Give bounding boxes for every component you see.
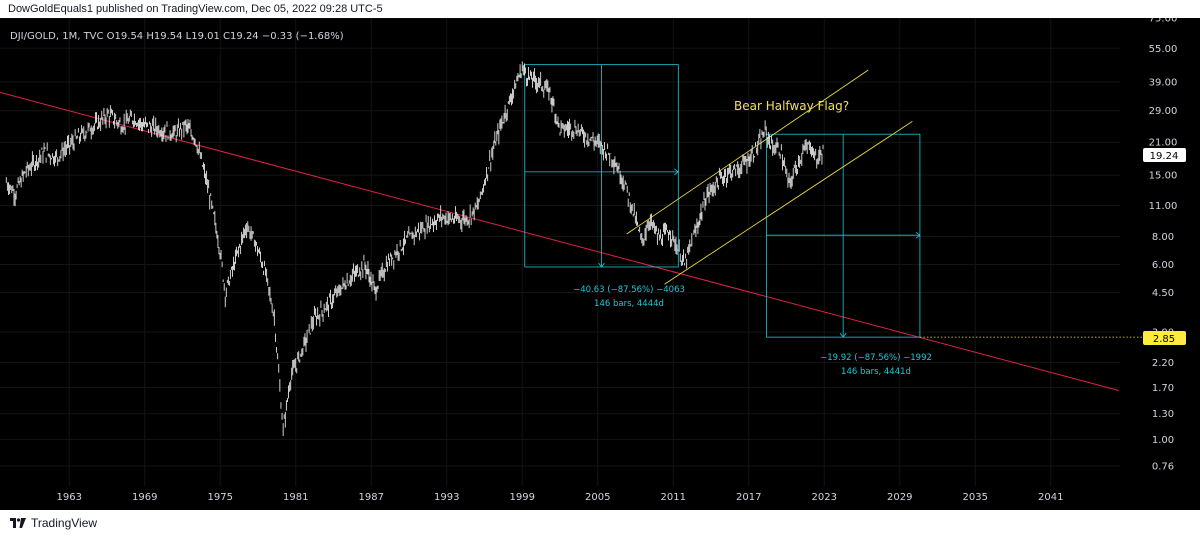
- x-tick-label: 2011: [661, 492, 686, 503]
- y-tick-label: 11.00: [1149, 201, 1178, 212]
- channel-upper-line[interactable]: [626, 69, 869, 235]
- x-tick-label: 2005: [585, 492, 610, 503]
- measure-label-1-bars: 146 bars, 4444d: [594, 299, 664, 309]
- x-axis[interactable]: 1963 1969 1975 1981 1987 1993 1999 2005 2011 2017…: [56, 492, 1063, 503]
- y-tick-label: 8.00: [1152, 232, 1174, 243]
- y-tick-label: 55.00: [1149, 44, 1178, 55]
- x-tick-label: 1981: [283, 492, 308, 503]
- x-tick-label: 2035: [963, 492, 988, 503]
- x-tick-label: 1987: [359, 492, 384, 503]
- x-tick-label: 1999: [510, 492, 535, 503]
- chart-area[interactable]: 75.00 55.00 39.00 29.00 21.00 15.00 11.00 8.00 6…: [0, 18, 1200, 510]
- current-price-badge: 19.24: [1143, 148, 1186, 162]
- chart-legend: DJI/GOLD, 1M, TVC O19.54 H19.54 L19.01 C…: [10, 31, 344, 42]
- x-tick-label: 1963: [56, 492, 81, 503]
- x-tick-label: 2017: [736, 492, 761, 503]
- x-tick-label: 2023: [812, 492, 837, 503]
- svg-text:2.85: 2.85: [1153, 334, 1175, 345]
- measure-label-2-bars: 146 bars, 4441d: [841, 367, 911, 377]
- tradingview-brand[interactable]: TradingView: [31, 516, 98, 530]
- long-term-trendline[interactable]: [0, 91, 1119, 391]
- trendline-layer[interactable]: [0, 91, 1119, 391]
- y-axis[interactable]: 75.00 55.00 39.00 29.00 21.00 15.00 11.00 8.00 6…: [1149, 18, 1178, 473]
- measure-box-2[interactable]: [765, 133, 921, 338]
- y-tick-label: 1.30: [1152, 409, 1174, 420]
- arrow-head-right: [915, 231, 921, 239]
- y-tick-label: 75.00: [1149, 18, 1178, 25]
- x-tick-label: 2029: [887, 492, 912, 503]
- y-tick-label: 2.20: [1152, 358, 1174, 369]
- x-tick-label: 1969: [132, 492, 157, 503]
- tradingview-logo-icon[interactable]: [10, 518, 26, 528]
- arrow-head-right: [674, 168, 679, 176]
- x-tick-label: 2041: [1038, 492, 1063, 503]
- y-tick-label: 0.76: [1152, 462, 1174, 473]
- arrow-head-down: [839, 332, 847, 338]
- svg-text:19.24: 19.24: [1150, 151, 1179, 162]
- measure-label-1-change: −40.63 (−87.56%) −4063: [573, 285, 685, 295]
- y-tick-label: 1.70: [1152, 383, 1174, 394]
- channel-lower-line[interactable]: [664, 121, 913, 285]
- target-price-badge: 2.85: [1143, 331, 1186, 345]
- measure-box-1[interactable]: [524, 64, 679, 268]
- price-chart[interactable]: 75.00 55.00 39.00 29.00 21.00 15.00 11.00 8.00 6…: [0, 18, 1200, 510]
- price-series: [5, 61, 824, 437]
- y-tick-label: 15.00: [1149, 171, 1178, 182]
- measure-label-2-change: −19.92 (−87.56%) −1992: [820, 353, 932, 363]
- arrow-head-down: [598, 262, 605, 268]
- grid: [0, 18, 1120, 486]
- y-tick-label: 39.00: [1149, 77, 1178, 88]
- x-tick-label: 1993: [434, 492, 459, 503]
- y-tick-label: 29.00: [1149, 106, 1178, 117]
- y-tick-label: 1.00: [1152, 435, 1174, 446]
- y-tick-label: 6.00: [1152, 260, 1174, 271]
- channel-layer[interactable]: [626, 69, 913, 285]
- x-tick-label: 1975: [207, 492, 232, 503]
- bear-flag-annotation: Bear Halfway Flag?: [734, 99, 849, 113]
- y-tick-label: 21.00: [1149, 138, 1178, 149]
- projection-boxes[interactable]: [524, 64, 1142, 338]
- publisher-line: DowGoldEquals1 published on TradingView.…: [0, 0, 1200, 18]
- footer: TradingView: [0, 510, 1200, 536]
- y-tick-label: 4.50: [1152, 288, 1174, 299]
